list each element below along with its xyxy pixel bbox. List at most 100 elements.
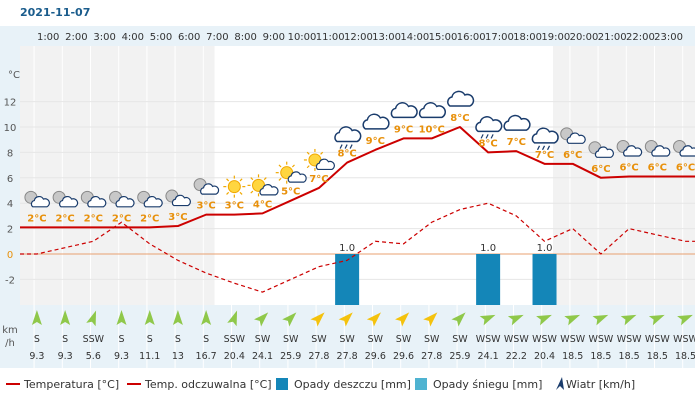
- temperature-tick-label: 8: [7, 148, 13, 159]
- moon-cloud-icon: [52, 190, 79, 208]
- sun-cloud-icon: [275, 161, 307, 184]
- wind-arrow-icon: [620, 314, 637, 326]
- sun-ray: [239, 178, 243, 182]
- cloud-icon: [447, 90, 475, 107]
- wind-arrow-icon: [507, 314, 524, 326]
- wind-direction-label: SW: [339, 334, 355, 345]
- cloud-shape: [679, 145, 695, 157]
- sun-ray: [250, 190, 254, 194]
- hour-label: 5:00: [150, 32, 172, 43]
- wind-speed-label: 27.8: [308, 351, 329, 362]
- temperature-label: 8°C: [337, 149, 356, 160]
- temperature-label: 6°C: [619, 163, 638, 174]
- temperature-label: 6°C: [563, 150, 582, 161]
- cloud-icon: [362, 113, 390, 130]
- hour-label: 18:00: [513, 32, 542, 43]
- moon-cloud-icon: [165, 189, 191, 207]
- moon-cloud-icon: [80, 190, 107, 208]
- wind-arrow-shape: [592, 314, 609, 326]
- wind-arrow-icon: [227, 310, 238, 327]
- cloud-shape: [315, 158, 335, 171]
- hour-label: 11:00: [316, 32, 345, 43]
- wind-arrow-shape: [282, 312, 297, 327]
- cloud-shape: [171, 194, 191, 207]
- wind-arrow-icon: [366, 312, 381, 327]
- wind-direction-label: WSW: [645, 334, 670, 345]
- wind-speed-label: 25.9: [449, 351, 470, 362]
- cloud-shape: [259, 184, 279, 196]
- temperature-label: 3°C: [225, 201, 244, 212]
- temperature-label: 2°C: [140, 213, 159, 224]
- wind-arrow-shape: [60, 310, 71, 325]
- wind-arrow-icon: [648, 314, 665, 326]
- temperature-tick-label: 6: [7, 174, 13, 185]
- temperature-label: 2°C: [55, 213, 74, 224]
- wind-arrow-shape: [86, 310, 97, 327]
- moon-cloud-icon: [588, 141, 614, 158]
- wind-arrow-shape: [507, 314, 524, 326]
- sun-ray: [306, 151, 310, 155]
- wind-speed-label: 5.6: [86, 351, 101, 362]
- wind-direction-label: S: [147, 334, 153, 345]
- wind-arrow-icon: [254, 312, 269, 327]
- cloud-shape: [594, 146, 614, 158]
- moon-cloud-icon: [137, 190, 163, 208]
- temperature-tick-label: 4: [7, 199, 13, 210]
- wind-speed-label: 9.3: [29, 351, 44, 362]
- wind-arrow-shape: [620, 314, 637, 326]
- wind-direction-label: S: [34, 334, 40, 345]
- wind-arrow-shape: [172, 310, 183, 325]
- cloud-shape: [475, 116, 503, 133]
- wind-arrow-shape: [31, 310, 42, 325]
- cloud-shape: [143, 195, 163, 208]
- sun-ray: [226, 178, 230, 182]
- wind-arrow-shape: [451, 312, 466, 327]
- temperature-label: 9°C: [394, 124, 413, 135]
- axis-panel-bg: [0, 26, 20, 368]
- wind-speed-label: 16.7: [196, 351, 217, 362]
- temperature-tick-label: 0: [7, 250, 13, 261]
- snow-bar-icon: [415, 378, 427, 390]
- hour-label: 19:00: [541, 32, 570, 43]
- hour-label: 16:00: [457, 32, 486, 43]
- wind-speed-label: 11.1: [139, 351, 160, 362]
- wind-arrow-icon: [338, 312, 353, 327]
- moon-cloud-icon: [616, 140, 643, 157]
- wind-arrow-icon: [310, 312, 325, 327]
- hour-label: 21:00: [598, 32, 627, 43]
- temperature-label: 6°C: [676, 163, 695, 174]
- hour-label: 6:00: [178, 32, 200, 43]
- wind-direction-label: WSW: [673, 334, 695, 345]
- wind-arrow-shape: [116, 310, 127, 325]
- temperature-tick-label: 2: [7, 225, 13, 236]
- wind-arrow-icon: [536, 314, 552, 326]
- rain-amount-label: 1.0: [339, 243, 355, 254]
- wind-arrow-icon: [395, 312, 410, 327]
- sun-cloud-icon: [303, 148, 335, 171]
- sun-ray: [291, 164, 295, 168]
- moon-cloud-icon: [560, 127, 586, 144]
- hour-label: 7:00: [206, 32, 228, 43]
- hour-label: 4:00: [122, 32, 144, 43]
- wind-direction-label: SW: [452, 334, 468, 345]
- rain-cloud-icon: [475, 116, 503, 139]
- cloud-shape: [334, 126, 362, 143]
- hour-label: 3:00: [93, 32, 115, 43]
- wind-arrow-icon: [172, 310, 183, 325]
- temperature-line: [20, 126, 695, 229]
- wind-speed-label: 18.5: [647, 351, 668, 362]
- wind-speed-label: 20.4: [224, 351, 245, 362]
- rain-bar: [335, 254, 360, 305]
- sun-ray: [278, 177, 282, 181]
- wind-arrow-shape: [366, 312, 381, 327]
- hour-label: 23:00: [654, 32, 683, 43]
- hour-label: 1:00: [37, 32, 59, 43]
- wind-arrow-shape: [227, 310, 238, 327]
- temperature-labels: 2°C 2°C 2°C 2°C 2°C 3°C 3°C 3°C 4°C 5°C 7°C 8°C 9°C 9…: [27, 113, 695, 224]
- wind-direction-label: SW: [255, 334, 271, 345]
- rain-drop: [480, 134, 484, 139]
- moon-cloud-icon: [644, 140, 671, 157]
- wind-direction-label: S: [203, 334, 209, 345]
- legend-wind: Wiatr [km/h]: [566, 378, 635, 391]
